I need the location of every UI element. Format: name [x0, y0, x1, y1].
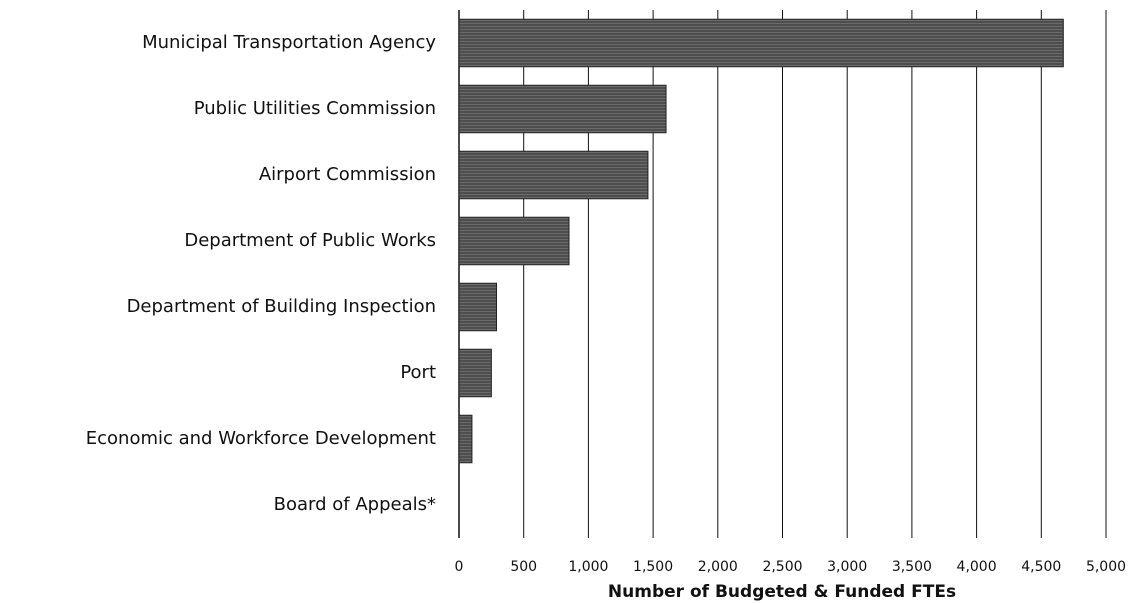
- x-tick-label: 0: [455, 559, 464, 575]
- bar: [458, 216, 570, 266]
- y-tick-label: Municipal Transportation Agency: [142, 32, 436, 53]
- y-tick-label: Airport Commission: [259, 164, 436, 185]
- x-tick-label: 3,500: [892, 559, 932, 575]
- bar: [458, 348, 492, 398]
- x-tick-label: 5,000: [1086, 559, 1126, 575]
- x-axis-title: Number of Budgeted & Funded FTEs: [608, 582, 956, 602]
- x-tick-label: 4,500: [1021, 559, 1061, 575]
- x-tick-label: 2,500: [762, 559, 802, 575]
- x-tick-label: 500: [510, 559, 537, 575]
- y-tick-label: Department of Public Works: [184, 230, 436, 251]
- x-tick-label: 1,500: [633, 559, 673, 575]
- bar: [458, 84, 667, 134]
- y-tick-label: Port: [400, 362, 436, 383]
- y-tick-label: Department of Building Inspection: [127, 296, 436, 317]
- bar: [458, 18, 1064, 68]
- x-tick-label: 1,000: [568, 559, 608, 575]
- y-tick-label: Board of Appeals*: [274, 494, 436, 515]
- y-tick-label: Public Utilities Commission: [194, 98, 436, 119]
- bar: [458, 414, 473, 464]
- x-tick-label: 2,000: [698, 559, 738, 575]
- y-tick-label: Economic and Workforce Development: [86, 428, 436, 449]
- bar: [458, 150, 649, 200]
- x-tick-label: 3,000: [827, 559, 867, 575]
- x-tick-label: 4,000: [957, 559, 997, 575]
- bar: [458, 282, 498, 332]
